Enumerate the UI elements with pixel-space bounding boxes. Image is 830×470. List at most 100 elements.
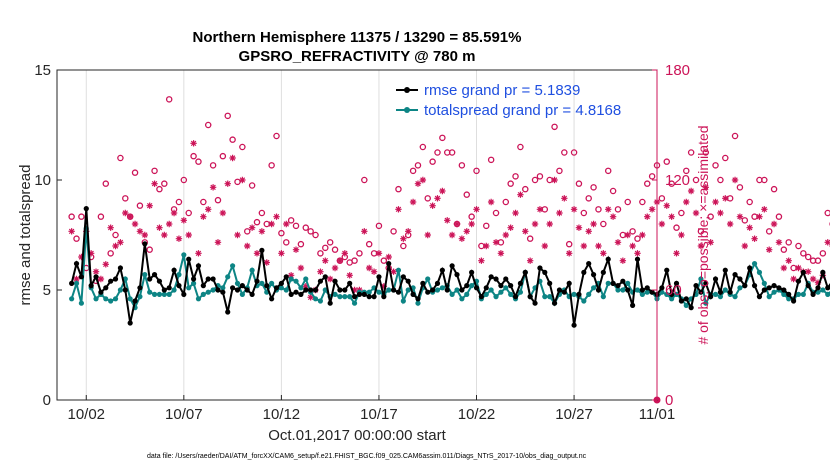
rmse-point bbox=[381, 294, 387, 300]
rmse-point bbox=[337, 287, 343, 293]
obs-possible-point bbox=[551, 123, 558, 131]
totalspread-point bbox=[542, 294, 548, 300]
obs-possible-point bbox=[507, 180, 514, 187]
totalspread-point bbox=[464, 291, 470, 297]
rmse-point bbox=[776, 285, 782, 291]
x-tick-label: 10/17 bbox=[360, 406, 398, 423]
rmse-point bbox=[405, 278, 411, 284]
totalspread-point bbox=[103, 296, 109, 302]
rmse-point bbox=[517, 280, 524, 286]
rmse-point bbox=[103, 285, 109, 291]
obs-possible-point bbox=[492, 209, 500, 217]
rmse-point bbox=[78, 274, 84, 280]
obs-assimilated-point bbox=[600, 250, 607, 257]
obs-possible-point bbox=[663, 158, 671, 165]
rmse-point bbox=[117, 265, 124, 271]
obs-possible-point bbox=[326, 239, 334, 246]
x-axis-label: Oct.01,2017 00:00:00 start bbox=[268, 427, 446, 444]
obs-possible-point bbox=[683, 167, 690, 175]
obs-assimilated-point bbox=[790, 275, 797, 283]
obs-possible-point bbox=[561, 149, 568, 156]
legend: rmse grand pr = 5.1839 totalspread grand… bbox=[396, 82, 621, 119]
totalspread-point bbox=[503, 285, 509, 291]
obs-assimilated-point bbox=[395, 206, 402, 213]
rmse-point bbox=[225, 309, 231, 315]
rmse-point bbox=[561, 289, 567, 295]
obs-possible-point bbox=[526, 235, 534, 242]
x-tick-label: 10/07 bbox=[165, 406, 203, 423]
rmse-point bbox=[415, 296, 421, 302]
totalspread-point bbox=[347, 294, 353, 300]
obs-possible-point bbox=[424, 195, 431, 202]
obs-assimilated-point bbox=[351, 286, 358, 294]
totalspread-point bbox=[615, 287, 621, 293]
obs-possible-point bbox=[585, 195, 592, 202]
rmse-point bbox=[210, 276, 216, 282]
obs-assimilated-point bbox=[575, 224, 583, 231]
obs-possible-point bbox=[131, 169, 139, 176]
obs-assimilated-point bbox=[824, 239, 830, 246]
obs-assimilated-point bbox=[409, 198, 417, 206]
totalspread-point bbox=[737, 285, 743, 291]
x-tick-label: 10/27 bbox=[555, 406, 593, 423]
totalspread-point bbox=[625, 280, 631, 286]
totalspread-point bbox=[673, 291, 680, 297]
obs-assimilated-point bbox=[317, 268, 324, 275]
obs-assimilated-point bbox=[541, 242, 549, 250]
obs-possible-point bbox=[365, 240, 373, 248]
obs-assimilated-point bbox=[707, 239, 714, 246]
obs-assimilated-point bbox=[722, 195, 729, 202]
totalspread-point bbox=[190, 280, 197, 286]
totalspread-point bbox=[186, 285, 192, 291]
rmse-point bbox=[459, 287, 465, 293]
obs-possible-point bbox=[136, 202, 144, 209]
obs-possible-point bbox=[390, 228, 397, 235]
obs-possible-point bbox=[531, 176, 539, 184]
obs-assimilated-point bbox=[156, 224, 163, 231]
rmse-point bbox=[498, 283, 504, 289]
rmse-point bbox=[254, 278, 260, 284]
totalspread-point bbox=[571, 291, 577, 297]
obs-assimilated-point bbox=[326, 275, 334, 283]
obs-possible-point bbox=[200, 198, 207, 206]
rmse-point bbox=[317, 278, 324, 284]
totalspread-point bbox=[703, 300, 709, 306]
x-tick-label: 10/22 bbox=[458, 406, 496, 423]
obs-assimilated-point bbox=[580, 242, 588, 250]
totalspread-point bbox=[161, 291, 167, 297]
totalspread-point bbox=[317, 298, 324, 304]
totalspread-point bbox=[249, 267, 255, 273]
rmse-point bbox=[298, 291, 304, 297]
y-axis-right-label: # of obs: o=possible; ×=assimilated bbox=[695, 125, 711, 344]
totalspread-point bbox=[756, 269, 763, 275]
rmse-point bbox=[547, 280, 553, 286]
rmse-point bbox=[595, 287, 602, 293]
rmse-point bbox=[473, 285, 480, 291]
rmse-point bbox=[273, 285, 280, 291]
rmse-point bbox=[751, 283, 758, 289]
obs-assimilated-point bbox=[263, 259, 270, 266]
rmse-point bbox=[747, 265, 753, 271]
obs-possible-point bbox=[351, 257, 358, 264]
totalspread-point bbox=[225, 274, 231, 280]
rmse-point bbox=[581, 269, 587, 275]
obs-possible-point bbox=[595, 206, 602, 213]
rmse-point bbox=[620, 278, 626, 284]
obs-possible-point bbox=[678, 209, 685, 217]
obs-possible-point bbox=[800, 250, 807, 257]
rmse-point bbox=[673, 280, 680, 286]
obs-assimilated-point bbox=[273, 213, 280, 220]
rmse-point bbox=[244, 287, 250, 293]
totalspread-point bbox=[278, 285, 284, 291]
obs-assimilated-point bbox=[473, 206, 480, 213]
rmse-point bbox=[630, 302, 636, 308]
obs-assimilated-point bbox=[746, 224, 753, 231]
obs-assimilated-point bbox=[219, 209, 227, 217]
obs-possible-point bbox=[731, 132, 739, 140]
totalspread-point bbox=[332, 291, 338, 297]
rmse-point bbox=[586, 261, 592, 267]
obs-possible-point bbox=[395, 185, 402, 193]
rmse-point bbox=[712, 276, 719, 282]
obs-possible-point bbox=[419, 143, 427, 151]
totalspread-point bbox=[751, 261, 758, 267]
